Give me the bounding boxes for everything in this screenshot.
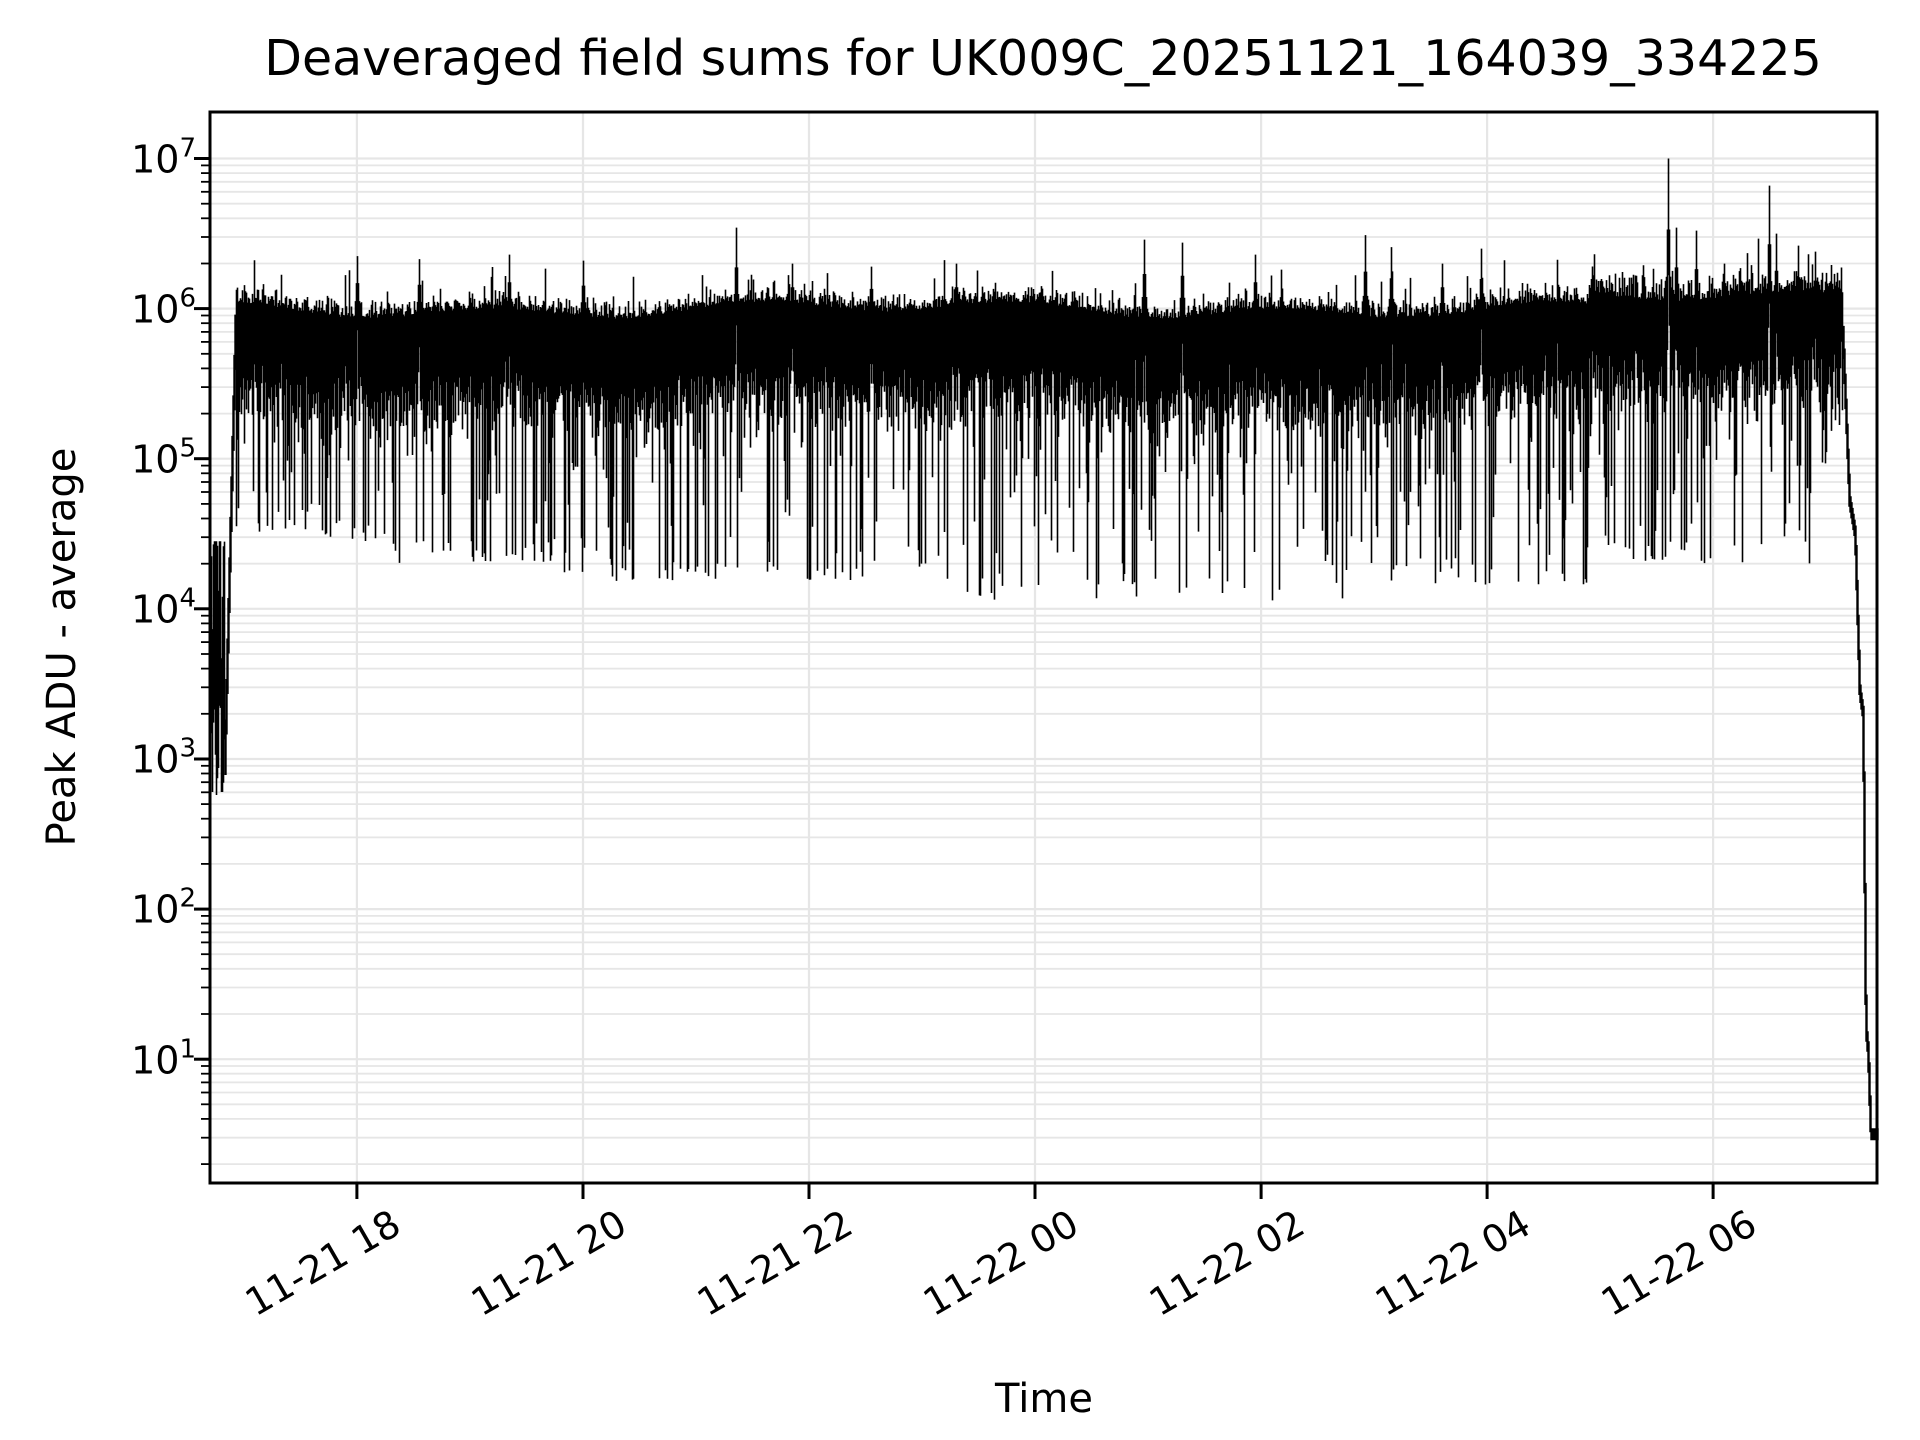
x-axis-label: Time: [995, 1376, 1093, 1422]
y-tick-label-1e1: 101: [131, 1034, 196, 1083]
y-tick-label-1e5: 105: [131, 433, 196, 482]
y-tick-label-1e6: 106: [131, 283, 196, 332]
y-tick-label-1e3: 103: [131, 733, 196, 782]
y-tick-label-1e7: 107: [131, 133, 196, 182]
y-tick-label-1e2: 102: [131, 883, 196, 932]
y-axis-label: Peak ADU - average: [39, 447, 85, 847]
y-tick-label-1e4: 104: [131, 583, 196, 632]
chart-title: Deaveraged field sums for UK009C_2025112…: [264, 30, 1822, 87]
